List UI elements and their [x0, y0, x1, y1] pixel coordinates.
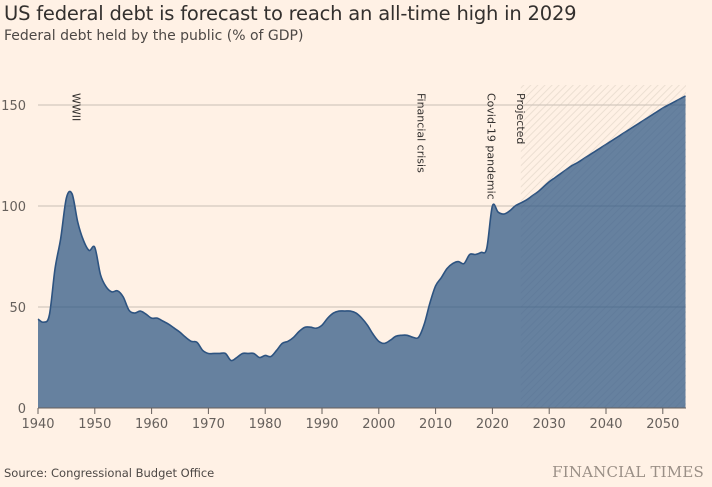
x-tick-label-2010: 2010 — [419, 417, 452, 432]
source-note: Source: Congressional Budget Office — [4, 466, 215, 480]
y-tick-label-100: 100 — [1, 200, 26, 215]
x-tick-label-1960: 1960 — [135, 417, 168, 432]
annotations: WWII Financial crisis Covid-19 pandemic Pro… — [70, 93, 527, 200]
annotation-financial-crisis: Financial crisis — [414, 93, 427, 173]
x-tick-label-2050: 2050 — [646, 417, 679, 432]
chart-subtitle: Federal debt held by the public (% of GD… — [4, 28, 304, 44]
x-tick-label-1990: 1990 — [305, 417, 338, 432]
axes: 0 50 100 150 1940 1950 1960 1970 1980 1990 2000 201… — [1, 99, 686, 432]
y-tick-label-150: 150 — [1, 99, 26, 114]
x-tick-label-2040: 2040 — [589, 417, 622, 432]
x-tick-label-2020: 2020 — [476, 417, 509, 432]
y-tick-label-0: 0 — [18, 402, 26, 417]
x-tick-label-1950: 1950 — [78, 417, 111, 432]
x-tick-label-1980: 1980 — [249, 417, 282, 432]
annotation-covid-19-pandemic: Covid-19 pandemic — [484, 93, 497, 200]
y-tick-label-50: 50 — [9, 301, 26, 316]
chart-title: US federal debt is forecast to reach an … — [4, 2, 577, 25]
x-tick-label-1970: 1970 — [192, 417, 225, 432]
x-tick-label-1940: 1940 — [21, 417, 54, 432]
annotation-projected: Projected — [514, 93, 527, 144]
x-tick-label-2030: 2030 — [533, 417, 566, 432]
x-tick-label-2000: 2000 — [362, 417, 395, 432]
annotation-wwii: WWII — [70, 93, 83, 121]
brand-logo: FINANCIAL TIMES — [552, 463, 704, 481]
